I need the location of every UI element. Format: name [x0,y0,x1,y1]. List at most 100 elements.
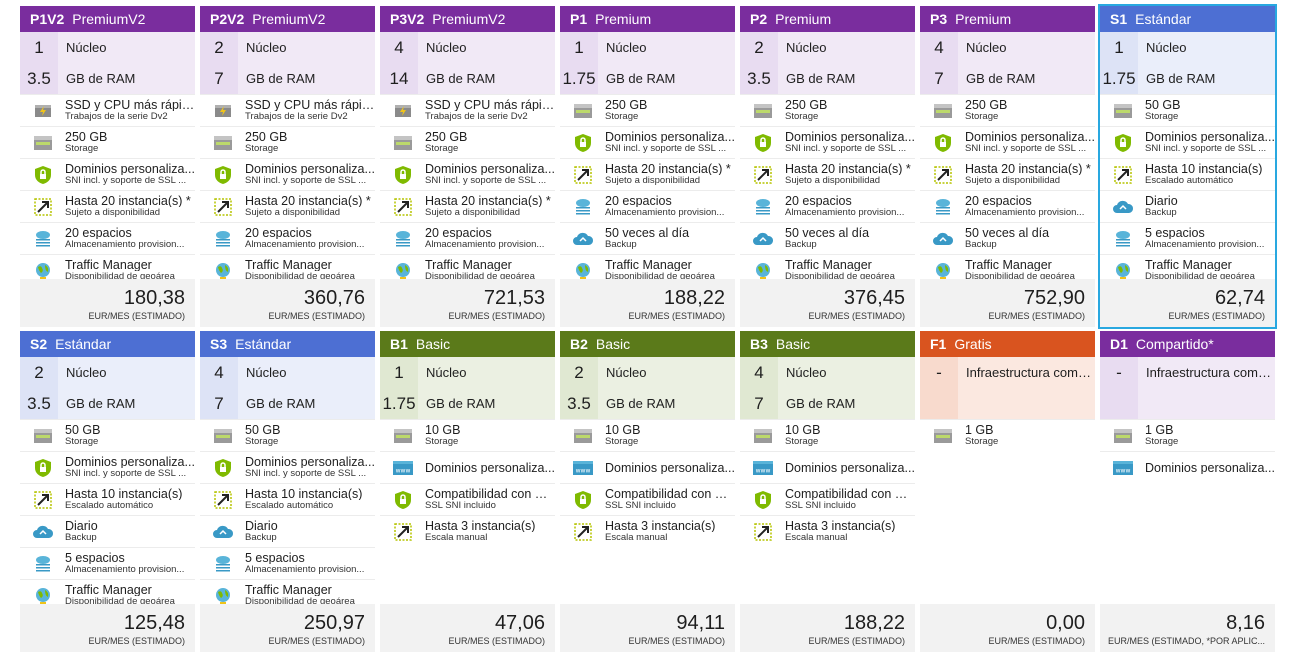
price-area: 376,45 EUR/MES (ESTIMADO) [740,279,915,327]
feature-list: 250 GB Storage Dominios personaliza... SNI … [560,94,735,286]
feature-text: 20 espacios Almacenamiento provision... [785,195,915,219]
pricing-tier-d1[interactable]: D1 Compartido* - Infraestructura compa... 1 … [1100,331,1275,652]
ram-row [1100,388,1275,419]
feature-row: 250 GB Storage [380,126,555,158]
cores-row: 4 Núcleo [740,357,915,388]
feature-subtitle: Backup [785,238,817,250]
feature-text: Hasta 3 instancia(s) Escala manual [785,520,915,544]
feature-row: 1 GB Storage [1100,419,1275,451]
www-icon: www [1100,460,1145,476]
cores-label: Núcleo [606,40,647,55]
globe-icon [200,586,245,606]
ram-label: GB de RAM [1146,71,1216,86]
staging-icon [1100,229,1145,249]
price-value: 125,48 [123,612,185,634]
feature-list: SSD y CPU más rápida Trabajos de la serie… [20,94,195,286]
pricing-tier-p1[interactable]: P1 Premium 1 Núcleo 1.75 GB de RAM 250 GB Stora… [560,6,735,327]
feature-text: 50 veces al día Backup [605,227,735,251]
feature-subtitle: Storage [245,142,279,154]
globe-icon [920,261,965,281]
feature-text: Dominios personaliza... [1145,462,1275,474]
feature-text: 250 GB Storage [425,131,555,155]
cores-value: 1 [1100,32,1138,63]
cores-row: 4 Núcleo [920,32,1095,63]
price-value: 752,90 [1023,287,1085,309]
cores-value: 1 [20,32,58,63]
storage-icon [920,102,965,120]
feature-text: 20 espacios Almacenamiento provision... [65,227,195,251]
feature-row: Hasta 10 instancia(s) Escalado automático [200,483,375,515]
feature-row: Dominios personaliza... SNI incl. y sopor… [380,158,555,190]
pricing-tier-f1[interactable]: F1 Gratis - Infraestructura compa... 1 GB Sto… [920,331,1095,652]
feature-title: Traffic Manager [65,258,152,271]
cores-label: Núcleo [66,40,107,55]
pricing-tier-b3[interactable]: B3 Basic 4 Núcleo 7 GB de RAM 10 GB Storage www D… [740,331,915,652]
feature-row: 20 espacios Almacenamiento provision... [200,222,375,254]
pricing-tier-s1[interactable]: S1 Estándar 1 Núcleo 1.75 GB de RAM 50 GB Stora… [1098,4,1277,329]
scale-icon [200,197,245,217]
pricing-tier-p2[interactable]: P2 Premium 2 Núcleo 3.5 GB de RAM 250 GB Storag… [740,6,915,327]
feature-subtitle: Storage [65,435,99,447]
feature-text: 10 GB Storage [785,424,915,448]
feature-text: 5 espacios Almacenamiento provision... [65,552,195,576]
feature-row: Hasta 3 instancia(s) Escala manual [560,515,735,547]
feature-subtitle: SNI incl. y soporte de SSL ... [785,142,907,154]
shield-icon [380,165,425,185]
backup-icon [560,230,605,248]
ram-label: GB de RAM [66,396,136,411]
pricing-tier-s3[interactable]: S3 Estándar 4 Núcleo 7 GB de RAM 50 GB Storage D… [200,331,375,652]
price-unit: EUR/MES (ESTIMADO) [88,636,185,646]
feature-text: 250 GB Storage [605,99,735,123]
scale-icon [560,165,605,185]
cores-label: Núcleo [606,365,647,380]
feature-title: 50 GB [1145,98,1181,111]
tier-header: P1V2 PremiumV2 [20,6,195,32]
ram-value: 7 [740,388,778,419]
feature-subtitle: Storage [605,110,639,122]
pricing-tier-b1[interactable]: B1 Basic 1 Núcleo 1.75 GB de RAM 10 GB Storage w… [380,331,555,652]
pricing-tier-p2v2[interactable]: P2V2 PremiumV2 2 Núcleo 7 GB de RAM SSD y CPU … [200,6,375,327]
feature-subtitle: Escala manual [425,531,488,543]
storage-icon [20,134,65,152]
price-value: 94,11 [676,612,725,634]
ram-row [920,388,1095,419]
pricing-tier-s2[interactable]: S2 Estándar 2 Núcleo 3.5 GB de RAM 50 GB Storag… [20,331,195,652]
feature-row: www Dominios personaliza... [740,451,915,483]
feature-row: Hasta 3 instancia(s) Escala manual [740,515,915,547]
feature-title: Hasta 20 instancia(s) * [425,194,551,207]
ram-row: 3.5 GB de RAM [560,388,735,419]
feature-title: Hasta 10 instancia(s) [245,487,363,500]
feature-text: SSD y CPU más rápida Trabajos de la serie… [245,99,375,123]
tier-name: Gratis [954,336,992,352]
price-area: 125,48 EUR/MES (ESTIMADO) [20,604,195,652]
feature-subtitle: Escalado automático [245,499,334,511]
feature-text: Hasta 20 instancia(s) * Sujeto a disponib… [605,163,735,187]
feature-row: 250 GB Storage [560,94,735,126]
ram-label: GB de RAM [66,71,136,86]
feature-subtitle: SNI incl. y soporte de SSL ... [245,467,367,479]
feature-title: 20 espacios [785,194,852,207]
pricing-tier-p3v2[interactable]: P3V2 PremiumV2 4 Núcleo 14 GB de RAM SSD y CPU… [380,6,555,327]
feature-row: 50 veces al día Backup [560,222,735,254]
feature-text: 20 espacios Almacenamiento provision... [965,195,1095,219]
cores-label: Núcleo [426,365,467,380]
feature-subtitle: SSL SNI incluido [605,499,676,511]
backup-icon [20,523,65,541]
feature-subtitle: Backup [605,238,637,250]
feature-title: 10 GB [425,423,461,436]
feature-subtitle: Trabajos de la serie Dv2 [245,110,348,122]
feature-title: Dominios personaliza... [425,162,555,175]
tier-header: S3 Estándar [200,331,375,357]
ram-value: 1.75 [380,388,418,419]
feature-subtitle: Almacenamiento provision... [605,206,725,218]
feature-text: 1 GB Storage [1145,424,1275,448]
feature-row: Dominios personaliza... SNI incl. y sopor… [740,126,915,158]
tier-name: Estándar [1135,11,1192,27]
tier-code: D1 [1110,336,1128,352]
storage-icon [380,427,425,445]
storage-icon [1100,102,1145,120]
globe-icon [740,261,785,281]
pricing-tier-p3[interactable]: P3 Premium 4 Núcleo 7 GB de RAM 250 GB Storage D… [920,6,1095,327]
pricing-tier-p1v2[interactable]: P1V2 PremiumV2 1 Núcleo 3.5 GB de RAM SSD y CP… [20,6,195,327]
pricing-tier-b2[interactable]: B2 Basic 2 Núcleo 3.5 GB de RAM 10 GB Storage ww… [560,331,735,652]
